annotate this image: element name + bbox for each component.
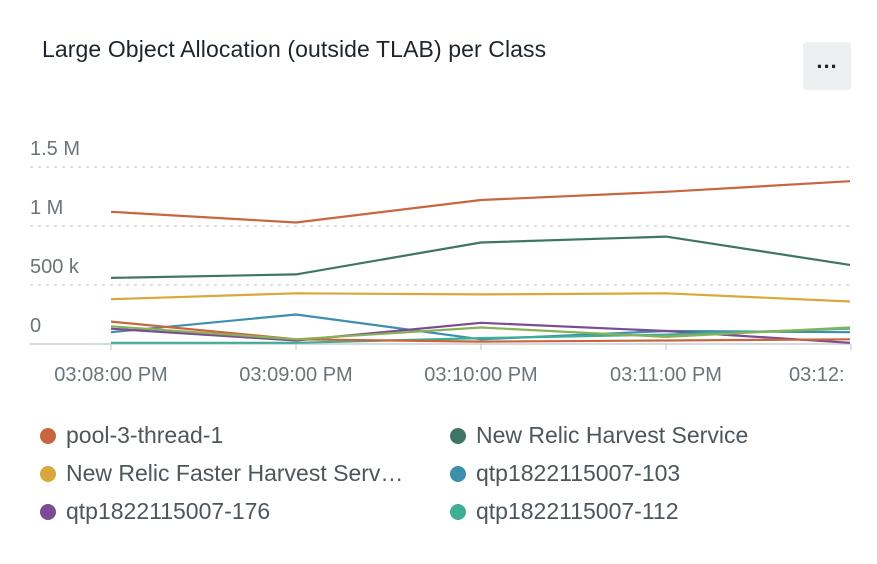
- x-axis-ticks: 03:08:00 PM 03:09:00 PM 03:10:00 PM 03:11:0…: [54, 344, 852, 386]
- series-line-new-relic-faster-harvest-serv-[interactable]: [110, 292, 851, 303]
- legend-swatch-icon: [40, 427, 56, 444]
- legend-label: qtp1822115007-176: [66, 498, 271, 524]
- series-line[interactable]: [110, 320, 851, 343]
- legend-label: qtp1822115007-112: [476, 498, 679, 524]
- legend-label: pool-3-thread-1: [66, 422, 224, 448]
- x-tick-label: 03:10:00 PM: [424, 364, 537, 386]
- legend-swatch-icon: [450, 427, 466, 444]
- series-line-pool-3-thread-1[interactable]: [110, 180, 851, 224]
- y-tick-label: 0: [30, 315, 41, 337]
- x-tick-label: 03:09:00 PM: [239, 364, 352, 386]
- legend-label: New Relic Faster Harvest Serv…: [66, 460, 404, 486]
- series-line[interactable]: [110, 325, 851, 341]
- legend-swatch-icon: [40, 503, 56, 520]
- legend-label: qtp1822115007-103: [476, 460, 681, 486]
- legend-item[interactable]: New Relic Harvest Service: [450, 422, 748, 449]
- legend-swatch-icon: [450, 465, 466, 482]
- x-tick-label: 03:08:00 PM: [54, 364, 167, 386]
- legend-swatch-icon: [40, 465, 56, 482]
- chart-series: [110, 180, 851, 344]
- legend-item[interactable]: qtp1822115007-112: [450, 498, 679, 525]
- series-line-qtp1822115007-112[interactable]: [111, 327, 851, 344]
- ellipsis-icon: ...: [816, 48, 838, 73]
- series-line-qtp1822115007-176[interactable]: [110, 321, 851, 344]
- x-tick-label: 03:12:: [789, 364, 845, 386]
- legend-item[interactable]: New Relic Faster Harvest Serv…: [40, 460, 403, 487]
- y-axis-ticks: 1.5 M 1 M 500 k 0: [30, 138, 80, 337]
- legend-label: New Relic Harvest Service: [476, 422, 749, 448]
- series-line-new-relic-harvest-service[interactable]: [110, 235, 851, 279]
- legend-item[interactable]: qtp1822115007-103: [450, 460, 680, 487]
- series-line-qtp1822115007-103[interactable]: [110, 313, 851, 341]
- legend-item[interactable]: qtp1822115007-176: [40, 498, 270, 525]
- more-options-button[interactable]: ...: [803, 42, 851, 90]
- legend-swatch-icon: [450, 503, 466, 520]
- x-tick-label: 03:11:00 PM: [610, 364, 722, 386]
- y-tick-label: 1.5 M: [30, 138, 80, 160]
- y-tick-label: 1 M: [30, 197, 63, 219]
- widget-title: Large Object Allocation (outside TLAB) p…: [42, 36, 547, 62]
- chart-grid: [30, 166, 850, 345]
- y-tick-label: 500 k: [30, 256, 80, 278]
- legend-item[interactable]: pool-3-thread-1: [40, 422, 223, 449]
